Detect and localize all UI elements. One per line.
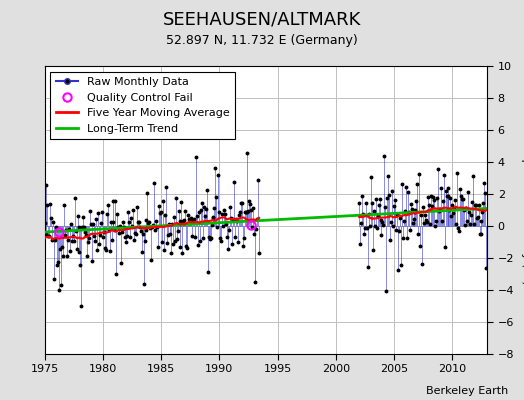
Legend: Raw Monthly Data, Quality Control Fail, Five Year Moving Average, Long-Term Tren: Raw Monthly Data, Quality Control Fail, … bbox=[50, 72, 235, 139]
Text: SEEHAUSEN/ALTMARK: SEEHAUSEN/ALTMARK bbox=[163, 10, 361, 28]
Y-axis label: Temperature Anomaly (°C): Temperature Anomaly (°C) bbox=[521, 136, 524, 284]
Text: Berkeley Earth: Berkeley Earth bbox=[426, 386, 508, 396]
Text: 52.897 N, 11.732 E (Germany): 52.897 N, 11.732 E (Germany) bbox=[166, 34, 358, 47]
